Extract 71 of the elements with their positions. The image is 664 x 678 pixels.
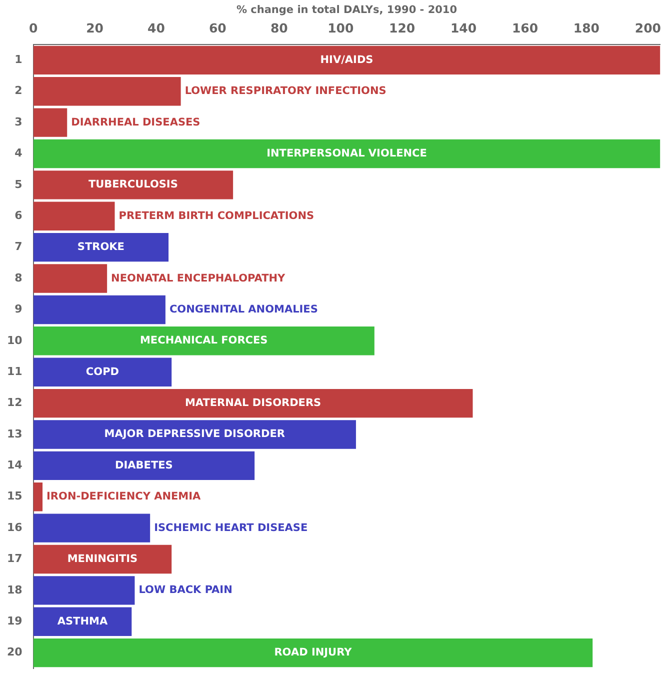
y-tick-label: 3 [14,115,22,128]
x-tick-label: 20 [86,20,104,36]
bar [33,170,234,200]
data-label: TUBERCULOSIS [88,178,178,191]
bar [33,607,132,636]
data-label: NEONATAL ENCEPHALOPATHY [111,272,286,284]
data-label: STROKE [77,241,124,254]
bar [33,232,169,262]
y-tick-label: 8 [14,271,22,284]
x-tick-label: 80 [270,20,288,36]
bar [33,358,172,386]
x-tick-label: 160 [512,20,538,36]
data-label: MECHANICAL FORCES [140,334,268,347]
bar [33,638,593,668]
y-tick-label: 7 [14,240,22,254]
y-tick-label: 14 [6,458,23,472]
y-tick-label: 5 [14,178,22,191]
y-tick-label: 4 [14,146,23,160]
bar [33,544,172,574]
y-tick-label: 12 [6,396,22,410]
y-tick-label: 19 [6,614,22,628]
data-label: ROAD INJURY [274,646,352,659]
bar [33,420,356,449]
bar [33,139,660,168]
x-tick-label: 140 [450,20,477,36]
y-tick-label: 1 [14,53,22,66]
data-label: INTERPERSONAL VIOLENCE [266,148,427,160]
bar [33,388,473,418]
data-label: DIARRHEAL DISEASES [71,116,200,128]
y-tick-label: 9 [14,302,22,316]
y-tick-label: 18 [6,583,22,596]
bar [33,108,68,137]
data-label: DIABETES [115,459,173,472]
data-label: MENINGITIS [67,552,138,565]
bar [33,264,108,293]
bar [33,295,166,324]
data-label: ISCHEMIC HEART DISEASE [154,522,308,534]
data-label: LOWER RESPIRATORY INFECTIONS [184,85,386,98]
bar [33,576,135,605]
bar [33,326,374,356]
x-tick-label: 0 [28,20,38,36]
data-label: ASTHMA [57,615,108,628]
x-tick-label: 100 [328,20,354,36]
y-tick-label: 16 [6,520,23,534]
bar [33,77,181,106]
y-tick-label: 6 [14,209,23,222]
x-tick-label: 40 [148,20,166,36]
x-tick-label: 60 [208,20,227,36]
y-tick-label: 17 [6,552,22,566]
bar [33,514,150,542]
data-label: LOW BACK PAIN [138,584,232,596]
data-label: HIV/AIDS [320,54,374,66]
data-label: MATERNAL DISORDERS [184,397,322,410]
y-tick-label: 2 [14,84,22,98]
y-tick-label: 13 [6,427,22,440]
x-tick-label: 200 [634,20,662,36]
data-label: CONGENITAL ANOMALIES [169,303,318,316]
data-label: IRON-DEFICIENCY ANEMIA [46,490,202,503]
bar [33,202,115,230]
y-tick-label: 11 [6,364,22,378]
y-tick-label: 15 [6,490,22,503]
y-tick-label: 10 [6,334,23,347]
y-tick-label: 20 [6,646,23,659]
x-axis-title: % change in total DALYs, 1990 - 2010 [236,4,458,16]
x-tick-label: 120 [389,20,416,36]
bar [33,482,43,512]
data-label: COPD [86,366,120,378]
x-tick-label: 180 [573,20,600,36]
bar [33,451,255,480]
data-label: PRETERM BIRTH COMPLICATIONS [118,210,314,222]
data-label: MAJOR DEPRESSIVE DISORDER [104,428,285,440]
